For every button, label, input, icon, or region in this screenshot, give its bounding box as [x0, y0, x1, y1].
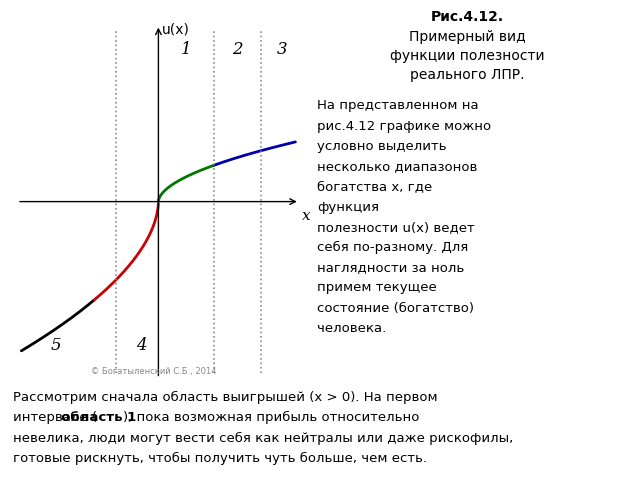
Text: © Богатыленский С.Б., 2014: © Богатыленский С.Б., 2014	[92, 367, 217, 376]
Text: человека.: человека.	[317, 322, 387, 335]
Text: 2: 2	[232, 41, 243, 58]
Text: полезности u(x) ведет: полезности u(x) ведет	[317, 221, 475, 234]
Text: себя по-разному. Для: себя по-разному. Для	[317, 241, 468, 254]
Text: Рассмотрим сначала область выигрышей (x > 0). На первом: Рассмотрим сначала область выигрышей (x …	[13, 391, 437, 404]
Text: реального ЛПР.: реального ЛПР.	[410, 68, 524, 82]
Text: 3: 3	[277, 41, 288, 58]
Text: функции полезности: функции полезности	[390, 49, 545, 63]
Text: Рис.4.12.: Рис.4.12.	[431, 10, 504, 24]
Text: наглядности за ноль: наглядности за ноль	[317, 261, 465, 274]
Text: примем текущее: примем текущее	[317, 281, 437, 294]
Text: x: x	[302, 209, 310, 223]
Text: На представленном на: На представленном на	[317, 99, 479, 112]
Text: ), пока возможная прибыль относительно: ), пока возможная прибыль относительно	[123, 411, 419, 424]
Text: Примерный вид: Примерный вид	[409, 30, 525, 44]
Text: богатства x, где: богатства x, где	[317, 180, 433, 193]
Text: 5: 5	[51, 337, 61, 354]
Text: состояние (богатство): состояние (богатство)	[317, 301, 474, 314]
Text: условно выделить: условно выделить	[317, 140, 447, 153]
Text: невелика, люди могут вести себя как нейтралы или даже рискофилы,: невелика, люди могут вести себя как нейт…	[13, 432, 513, 444]
Text: функция: функция	[317, 201, 380, 214]
Text: несколько диапазонов: несколько диапазонов	[317, 160, 478, 173]
Text: u(x): u(x)	[161, 23, 189, 36]
Text: 1: 1	[181, 41, 191, 58]
Text: рис.4.12 графике можно: рис.4.12 графике можно	[317, 120, 492, 132]
Text: 4: 4	[136, 337, 147, 354]
Text: интервале (: интервале (	[13, 411, 97, 424]
Text: область 1: область 1	[61, 411, 136, 424]
Text: готовые рискнуть, чтобы получить чуть больше, чем есть.: готовые рискнуть, чтобы получить чуть бо…	[13, 452, 427, 465]
